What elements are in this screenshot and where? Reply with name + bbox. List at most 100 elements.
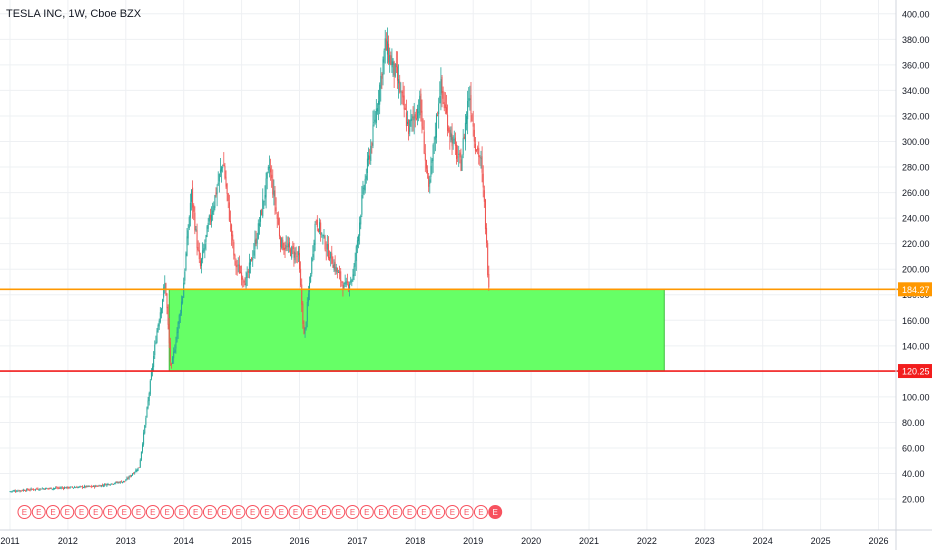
earnings-marker [174, 505, 189, 519]
candle [419, 95, 421, 116]
earnings-marker [302, 505, 317, 519]
earnings-marker [188, 505, 203, 519]
candle [67, 486, 69, 489]
candle [126, 478, 128, 480]
candle [450, 132, 452, 140]
y-tick-label: 80.00 [902, 418, 925, 428]
candle [418, 111, 420, 113]
earnings-marker [231, 505, 246, 519]
candle [236, 265, 238, 268]
candle [163, 287, 165, 298]
y-tick-label: 140.00 [902, 341, 930, 351]
candle [65, 487, 67, 489]
candle [183, 282, 185, 298]
candle [267, 166, 269, 171]
candle [432, 144, 434, 162]
candle [90, 486, 92, 487]
candle [247, 271, 249, 273]
candle [273, 190, 275, 197]
candle [174, 349, 176, 353]
candle [22, 489, 24, 491]
candle [401, 92, 403, 94]
candle [315, 221, 317, 223]
earnings-marker-label: E [336, 508, 341, 517]
candle [144, 425, 146, 434]
candle [208, 215, 210, 222]
candle [10, 491, 12, 493]
earnings-marker [74, 505, 89, 519]
candle [198, 250, 200, 260]
candle [254, 239, 256, 250]
candle [378, 100, 380, 105]
candle [149, 380, 151, 395]
earnings-marker-label: E [22, 508, 27, 517]
candle [265, 178, 267, 198]
candle [79, 486, 81, 488]
candle [217, 182, 219, 185]
candle [98, 485, 100, 487]
candle [38, 489, 40, 491]
candle [312, 253, 314, 258]
candle [78, 486, 80, 488]
candle [137, 467, 139, 471]
earnings-marker-label: E [378, 508, 383, 517]
candle [333, 263, 335, 270]
candle [471, 115, 473, 121]
candle [142, 444, 144, 452]
candle [488, 273, 490, 288]
candle [19, 490, 21, 492]
candle [76, 487, 78, 488]
x-tick-label: 2024 [753, 536, 773, 546]
candle [296, 255, 298, 257]
candle [421, 110, 423, 127]
y-tick-label: 200.00 [902, 265, 930, 275]
candle [405, 112, 407, 127]
candle [169, 342, 171, 362]
earnings-marker-label: E [250, 508, 255, 517]
candle [433, 142, 435, 144]
candle [453, 139, 455, 141]
candle [172, 357, 174, 364]
candle [168, 323, 170, 344]
candle [177, 322, 179, 334]
earnings-marker [17, 505, 32, 519]
earnings-marker [473, 505, 488, 519]
candle [93, 485, 95, 487]
candle [264, 194, 266, 199]
time-axis: 2011 2012 2013 2014 2015 2016 2017 2018 2019 2020… [0, 529, 932, 546]
candle [317, 228, 319, 233]
x-tick-label: 2014 [174, 536, 194, 546]
candle [420, 93, 422, 113]
candle [58, 487, 60, 489]
candle [251, 257, 253, 262]
candle [425, 160, 427, 169]
candle [154, 344, 156, 356]
candle [287, 243, 289, 248]
candle [430, 165, 432, 177]
earnings-marker [145, 505, 160, 519]
candle [383, 50, 385, 63]
candle [407, 121, 409, 124]
candle [395, 63, 397, 68]
candle [176, 331, 178, 342]
candle [341, 281, 343, 283]
candle [160, 308, 162, 314]
earnings-marker [431, 505, 446, 519]
candle [467, 100, 469, 120]
candle [314, 223, 316, 245]
x-tick-label: 2015 [232, 536, 252, 546]
candle [187, 230, 189, 239]
earnings-marker [288, 505, 303, 519]
candle [18, 490, 20, 492]
candle [37, 488, 39, 490]
candle [459, 152, 461, 158]
candle [255, 238, 257, 245]
candle [56, 487, 58, 489]
candle [135, 470, 137, 473]
earnings-marker-label: E [407, 508, 412, 517]
price-tag-label: 120.25 [902, 367, 930, 377]
earnings-marker-label: E [264, 508, 269, 517]
candle [286, 246, 288, 248]
earnings-marker-label: E [493, 508, 498, 517]
